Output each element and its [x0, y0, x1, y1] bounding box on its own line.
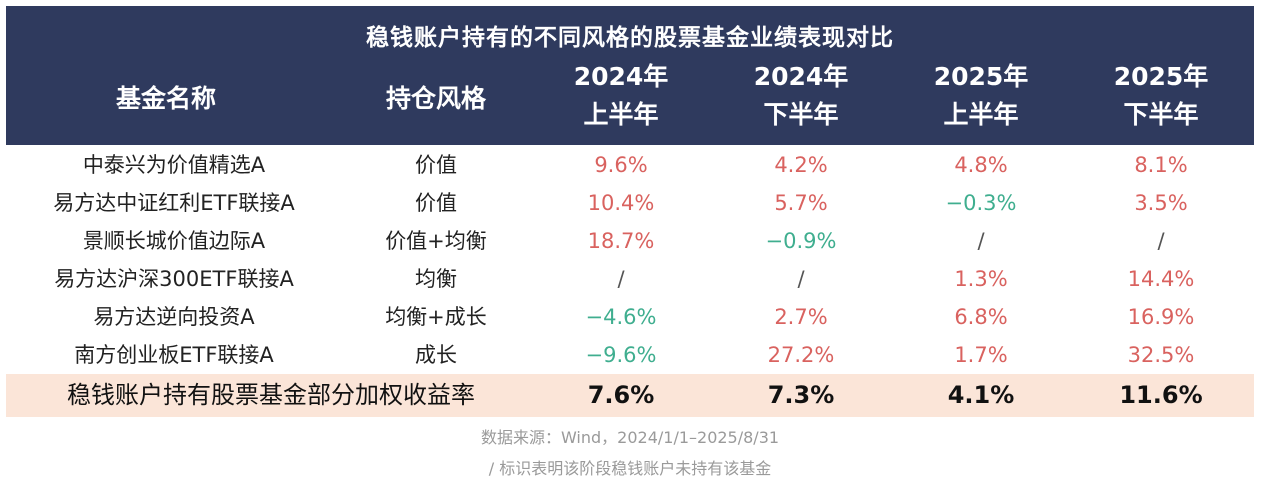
col-header-year: 2024年	[753, 62, 849, 91]
col-header-2024-h2: 2024年 下半年	[711, 58, 891, 134]
return-value-cell: 4.8%	[954, 153, 1008, 177]
table-row: 南方创业板ETF联接A 成长 −9.6% 27.2% 1.7% 32.5%	[6, 336, 1254, 374]
return-value-cell: 8.1%	[1134, 153, 1188, 177]
style-cell: 成长	[415, 343, 457, 367]
return-value-cell: 1.7%	[954, 343, 1008, 367]
return-value-cell: −9.6%	[585, 343, 657, 367]
col-header-half: 上半年	[943, 100, 1019, 129]
table-row: 易方达沪深300ETF联接A 均衡 / / 1.3% 14.4%	[6, 260, 1254, 298]
table-row: 易方达逆向投资A 均衡+成长 −4.6% 2.7% 6.8% 16.9%	[6, 298, 1254, 336]
style-cell: 价值+均衡	[385, 229, 487, 253]
return-value-cell: 10.4%	[587, 191, 655, 215]
table-title: 稳钱账户持有的不同风格的股票基金业绩表现对比	[366, 25, 894, 51]
summary-label: 稳钱账户持有股票基金部分加权收益率	[67, 381, 475, 409]
return-value-cell: 4.2%	[774, 153, 828, 177]
return-value-cell: 14.4%	[1127, 267, 1195, 291]
return-value-cell: 6.8%	[954, 305, 1008, 329]
fund-name-cell: 易方达中证红利ETF联接A	[53, 191, 295, 215]
col-header-year: 2025年	[1113, 62, 1209, 91]
col-header-half: 上半年	[583, 100, 659, 129]
data-source-note: 数据来源：Wind，2024/1/1–2025/8/31	[480, 428, 780, 447]
col-header-year: 2024年	[573, 62, 669, 91]
return-value-cell: 5.7%	[774, 191, 828, 215]
return-value-cell: 27.2%	[767, 343, 835, 367]
return-value-cell: 9.6%	[594, 153, 648, 177]
return-value-cell: /	[1157, 229, 1165, 253]
return-value-cell: −4.6%	[585, 305, 657, 329]
table-row: 易方达中证红利ETF联接A 价值 10.4% 5.7% −0.3% 3.5%	[6, 184, 1254, 222]
return-value-cell: 32.5%	[1127, 343, 1195, 367]
table-row: 景顺长城价值边际A 价值+均衡 18.7% −0.9% / /	[6, 222, 1254, 260]
col-header-fund-name: 基金名称	[115, 84, 216, 113]
return-value-cell: 16.9%	[1127, 305, 1195, 329]
return-value-cell: 18.7%	[587, 229, 655, 253]
style-cell: 价值	[415, 153, 457, 177]
return-value-cell: /	[797, 267, 805, 291]
fund-name-cell: 中泰兴为价值精选A	[82, 153, 266, 177]
col-header-half: 下半年	[1123, 100, 1199, 129]
fund-performance-table: 稳钱账户持有的不同风格的股票基金业绩表现对比 基金名称 持仓风格 2024年 上…	[6, 6, 1254, 478]
col-header-2024-h1: 2024年 上半年	[531, 58, 711, 134]
fund-name-cell: 南方创业板ETF联接A	[74, 343, 274, 367]
return-value-cell: 3.5%	[1134, 191, 1188, 215]
summary-row: 稳钱账户持有股票基金部分加权收益率 7.6% 7.3% 4.1% 11.6%	[6, 374, 1254, 417]
col-header-2025-h1: 2025年 上半年	[891, 58, 1071, 134]
return-value-cell: −0.9%	[765, 229, 837, 253]
table-header: 稳钱账户持有的不同风格的股票基金业绩表现对比 基金名称 持仓风格 2024年 上…	[6, 6, 1254, 145]
return-value-cell: 2.7%	[774, 305, 828, 329]
return-value-cell: /	[617, 267, 625, 291]
style-cell: 均衡	[415, 267, 457, 291]
fund-name-cell: 景顺长城价值边际A	[82, 229, 266, 253]
summary-value-2025-h2: 11.6%	[1119, 381, 1203, 409]
table-row: 中泰兴为价值精选A 价值 9.6% 4.2% 4.8% 8.1%	[6, 146, 1254, 184]
col-header-half: 下半年	[763, 100, 839, 129]
fund-name-cell: 易方达沪深300ETF联接A	[54, 267, 294, 291]
return-value-cell: 1.3%	[954, 267, 1008, 291]
summary-value-2025-h1: 4.1%	[947, 381, 1015, 409]
fund-name-cell: 易方达逆向投资A	[93, 305, 255, 329]
col-header-style: 持仓风格	[385, 84, 486, 113]
style-cell: 价值	[415, 191, 457, 215]
slash-legend-note: / 标识表明该阶段稳钱账户未持有该基金	[488, 459, 772, 478]
col-header-2025-h2: 2025年 下半年	[1071, 58, 1251, 134]
summary-value-2024-h1: 7.6%	[587, 381, 655, 409]
style-cell: 均衡+成长	[385, 305, 487, 329]
summary-value-2024-h2: 7.3%	[767, 381, 835, 409]
col-header-year: 2025年	[933, 62, 1029, 91]
return-value-cell: /	[977, 229, 985, 253]
return-value-cell: −0.3%	[945, 191, 1017, 215]
